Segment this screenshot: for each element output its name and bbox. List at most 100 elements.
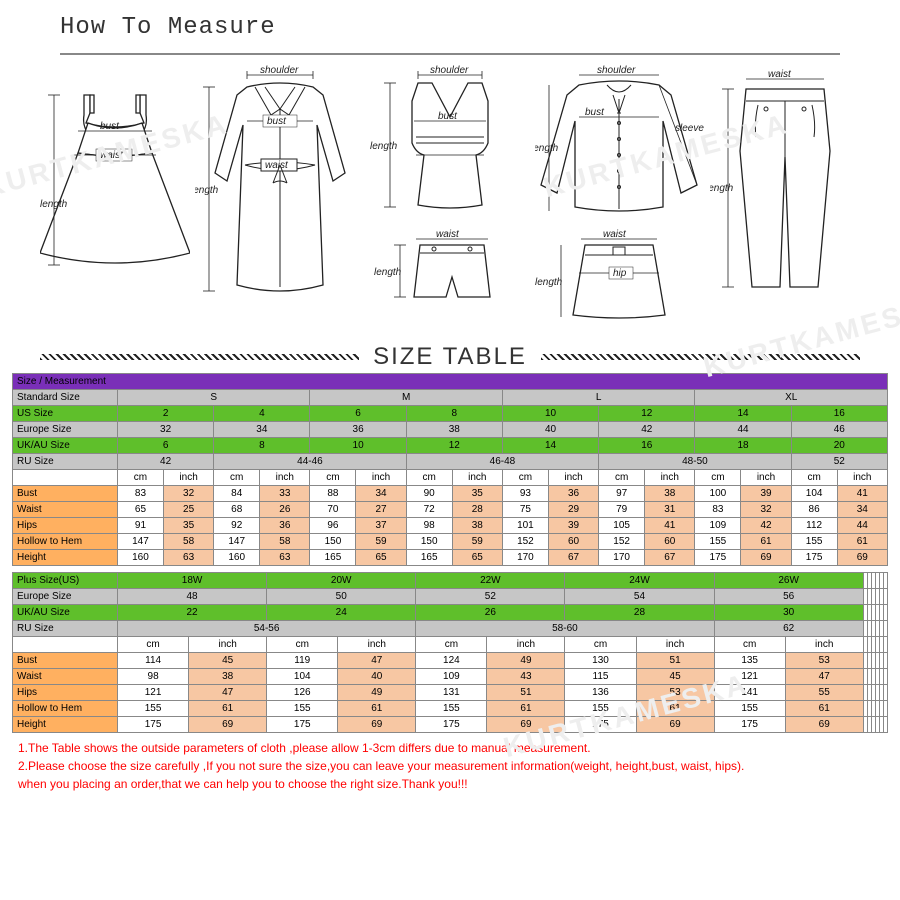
table-cell: 60: [645, 534, 695, 550]
svg-text:bust: bust: [100, 121, 120, 132]
table-cell: 58: [260, 534, 310, 550]
svg-text:bust: bust: [438, 111, 458, 122]
table-cell: 65: [118, 502, 164, 518]
table-cell: inch: [338, 637, 416, 653]
table-cell: 12: [406, 438, 502, 454]
table-cell: 92: [214, 518, 260, 534]
table-cell: 61: [338, 701, 416, 717]
table-cell: cm: [714, 637, 785, 653]
table-cell: 20: [791, 438, 887, 454]
table-cell: 42: [599, 422, 695, 438]
blouse-skirt-diagram: shoulder bust length sleeve waist hip: [535, 65, 705, 325]
table-cell: 155: [714, 701, 785, 717]
table-cell: 63: [260, 550, 310, 566]
table-cell: 130: [565, 653, 636, 669]
table-cell: 58-60: [416, 621, 714, 637]
table-cell: 60: [548, 534, 598, 550]
note-line: 2.Please choose the size carefully ,If y…: [18, 757, 882, 775]
table-cell: 25: [163, 502, 213, 518]
table-cell: Hips: [13, 685, 118, 701]
table-cell: 38: [645, 486, 695, 502]
table-cell: 38: [189, 669, 267, 685]
table-cell: 147: [214, 534, 260, 550]
table-cell: 115: [565, 669, 636, 685]
table-cell: 83: [695, 502, 741, 518]
table-cell: inch: [837, 470, 887, 486]
table-cell: 44: [837, 518, 887, 534]
svg-text:hip: hip: [613, 268, 627, 279]
table-cell: 10: [502, 406, 598, 422]
table-cell: [883, 637, 887, 653]
table-cell: 29: [548, 502, 598, 518]
table-cell: S: [118, 390, 310, 406]
table-cell: 37: [356, 518, 406, 534]
table-cell: 136: [565, 685, 636, 701]
table-cell: RU Size: [13, 621, 118, 637]
table-cell: 65: [356, 550, 406, 566]
table-cell: 155: [791, 534, 837, 550]
table-cell: 53: [636, 685, 714, 701]
table-cell: 40: [502, 422, 598, 438]
svg-text:shoulder: shoulder: [597, 65, 636, 76]
table-cell: 175: [791, 550, 837, 566]
table-cell: 56: [714, 589, 863, 605]
table-cell: [883, 573, 887, 589]
table-cell: 175: [565, 717, 636, 733]
table-cell: 101: [502, 518, 548, 534]
svg-text:waist: waist: [436, 229, 460, 240]
table-cell: [883, 605, 887, 621]
notes: 1.The Table shows the outside parameters…: [0, 733, 900, 793]
table-cell: 16: [599, 438, 695, 454]
size-table-plus: Plus Size(US)18W20W22W24W26WEurope Size4…: [12, 572, 888, 733]
table-cell: 45: [189, 653, 267, 669]
table-cell: [883, 669, 887, 685]
table-cell: 27: [356, 502, 406, 518]
table-cell: 32: [163, 486, 213, 502]
table-cell: 121: [118, 685, 189, 701]
table-cell: 30: [714, 605, 863, 621]
table-cell: 141: [714, 685, 785, 701]
table-cell: Bust: [13, 653, 118, 669]
table-cell: 104: [267, 669, 338, 685]
table-cell: 33: [260, 486, 310, 502]
svg-text:length: length: [535, 143, 559, 154]
table-cell: 40: [338, 669, 416, 685]
table-cell: 69: [837, 550, 887, 566]
table-cell: 69: [338, 717, 416, 733]
table-cell: 48-50: [599, 454, 791, 470]
table-cell: inch: [189, 637, 267, 653]
table-cell: inch: [548, 470, 598, 486]
table-cell: 105: [599, 518, 645, 534]
table-cell: 36: [548, 486, 598, 502]
table-cell: inch: [785, 637, 863, 653]
table-cell: [883, 653, 887, 669]
table-cell: cm: [406, 470, 452, 486]
table-cell: 6: [310, 406, 406, 422]
table-cell: 34: [837, 502, 887, 518]
table-cell: 68: [214, 502, 260, 518]
table-cell: 72: [406, 502, 452, 518]
table-cell: 93: [502, 486, 548, 502]
table-cell: 155: [565, 701, 636, 717]
table-cell: [883, 701, 887, 717]
table-cell: 22: [118, 605, 267, 621]
table-cell: 155: [416, 701, 487, 717]
table-cell: Height: [13, 550, 118, 566]
table-cell: Europe Size: [13, 589, 118, 605]
table-cell: Waist: [13, 502, 118, 518]
table-cell: 152: [599, 534, 645, 550]
table-cell: cm: [791, 470, 837, 486]
table-cell: Bust: [13, 486, 118, 502]
svg-text:shoulder: shoulder: [260, 65, 299, 76]
table-cell: 32: [118, 422, 214, 438]
table-cell: Hollow to Hem: [13, 534, 118, 550]
table-cell: 119: [267, 653, 338, 669]
table-cell: 51: [636, 653, 714, 669]
table-cell: 6: [118, 438, 214, 454]
table-cell: Plus Size(US): [13, 573, 118, 589]
banner-line: [40, 354, 359, 360]
table-cell: 147: [118, 534, 164, 550]
table-cell: 112: [791, 518, 837, 534]
table-cell: 8: [406, 406, 502, 422]
table-cell: 98: [406, 518, 452, 534]
